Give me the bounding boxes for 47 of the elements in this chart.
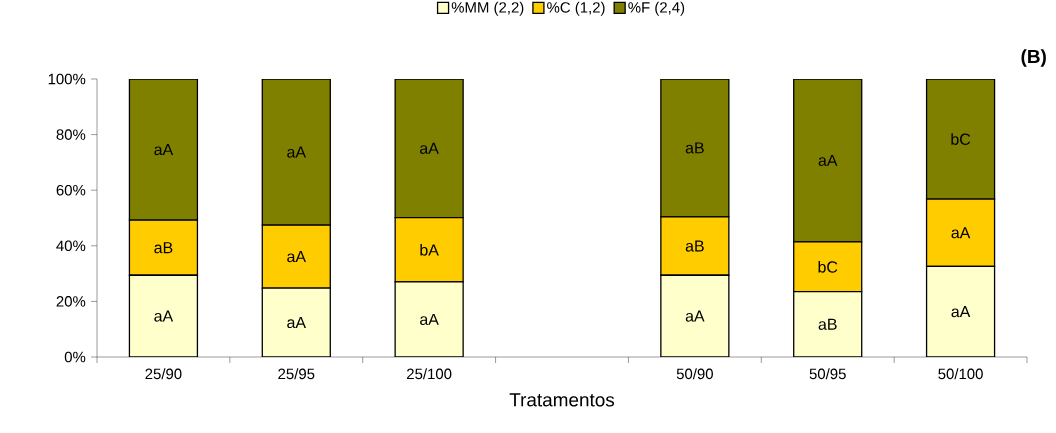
legend-label: %C (1,2) [547,1,605,16]
bar [394,281,464,357]
data-label: aA [287,251,306,263]
y-tick-label: 80% [56,129,86,140]
data-label: aA [154,310,174,322]
data-label: aA [951,227,971,239]
bar [925,79,996,200]
bar [793,291,863,357]
bar [394,79,464,219]
data-label: aA [818,154,838,167]
data-label: aA [951,306,971,318]
data-label: aB [818,318,837,330]
y-tick-label: 40% [56,240,86,252]
data-label: aA [287,316,306,329]
legend-label: %F (2,4) [628,1,685,16]
bar [793,79,863,243]
bar [128,79,199,221]
x-axis-title: Tratamentos [509,393,615,407]
x-tick-label: 50/95 [809,368,846,380]
y-tick-label: 100% [48,73,86,85]
data-label: aA [685,310,705,322]
data-label: aA [420,313,439,326]
x-tick-label: 50/100 [938,368,983,380]
legend-label: %MM (2,2) [451,1,524,16]
data-label: aA [287,146,306,158]
data-label: aA [154,144,174,156]
data-label: bC [818,260,838,273]
y-tick-label: 60% [56,184,86,196]
y-tick-label: 0% [64,351,86,363]
x-tick-label: 25/100 [407,368,452,380]
data-label: aA [420,142,439,154]
data-label: aB [685,240,704,252]
bar [128,274,199,357]
bar [261,287,331,357]
bar [261,79,331,226]
bar [660,274,730,357]
bar [660,79,730,218]
data-label: aB [154,242,173,254]
x-tick-label: 25/90 [145,368,182,380]
x-tick-label: 50/90 [676,368,713,380]
x-tick-label: 25/95 [278,368,315,380]
data-label: bA [420,243,439,256]
data-label: aB [685,142,704,154]
bar [925,265,996,357]
y-tick-label: 20% [56,296,86,307]
data-label: bC [951,133,971,145]
text: (B) [1021,49,1046,67]
